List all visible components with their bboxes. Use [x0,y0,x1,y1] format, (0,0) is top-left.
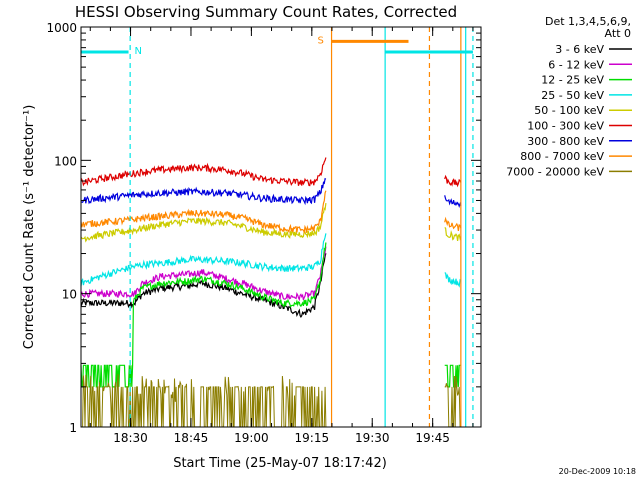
legend-entry: 25 - 50 keV [541,89,604,102]
attenuator-label: N [135,46,142,57]
axis-layer: 18:30 18:45 19:00 19:15 19:30 19:45 1 10 100 1000 [46,21,482,445]
legend-entry: 3 - 6 keV [555,43,604,56]
legend: Det 1,3,4,5,6,9,Att 03 - 6 keV 6 - 12 keV… [506,15,632,178]
series-line [444,272,462,288]
series-line [80,177,327,206]
x-tick-label: 19:45 [415,431,450,445]
legend-entry: 800 - 7000 keV [520,150,604,163]
marker-layer: NS [81,27,474,427]
series-line [444,216,462,231]
series-layer [80,157,462,428]
legend-header: Det 1,3,4,5,6,9, [545,15,631,28]
legend-entry: 100 - 300 keV [527,120,604,133]
x-tick-label: 18:45 [174,431,209,445]
x-tick-label: 19:00 [234,431,269,445]
x-tick-label: 19:15 [295,431,330,445]
legend-entry: 7000 - 20000 keV [506,165,604,178]
attenuator-label: S [318,35,324,46]
legend-entry: 6 - 12 keV [548,58,604,71]
y-tick-label: 10 [62,288,77,302]
series-line [444,227,462,241]
plot-timestamp: 20-Dec-2009 10:18 [559,467,636,476]
series-line [444,195,462,208]
y-axis-label: Corrected Count Rate (s⁻¹ detector⁻¹) [22,105,37,350]
legend-entry: 300 - 800 keV [527,135,604,148]
series-line [80,157,327,187]
legend-entry: 12 - 25 keV [541,74,604,87]
chart-title: HESSI Observing Summary Count Rates, Cor… [75,3,457,21]
x-tick-label: 19:30 [355,431,390,445]
series-line [80,233,327,287]
series-line [80,190,327,235]
x-axis-label: Start Time (25-May-07 18:17:42) [173,456,387,471]
plot-frame [80,26,482,428]
y-tick-label: 1 [69,421,77,435]
series-line [81,374,327,428]
series-line [444,174,462,188]
series-line [80,242,327,388]
y-tick-label: 1000 [46,21,77,35]
y-tick-label: 100 [54,154,77,168]
legend-entry: 50 - 100 keV [534,104,604,117]
series-line [80,246,327,302]
series-line [444,364,461,388]
series-line [80,203,327,243]
series-line [80,253,327,319]
legend-header: Att 0 [605,27,631,40]
x-tick-label: 18:30 [113,431,148,445]
